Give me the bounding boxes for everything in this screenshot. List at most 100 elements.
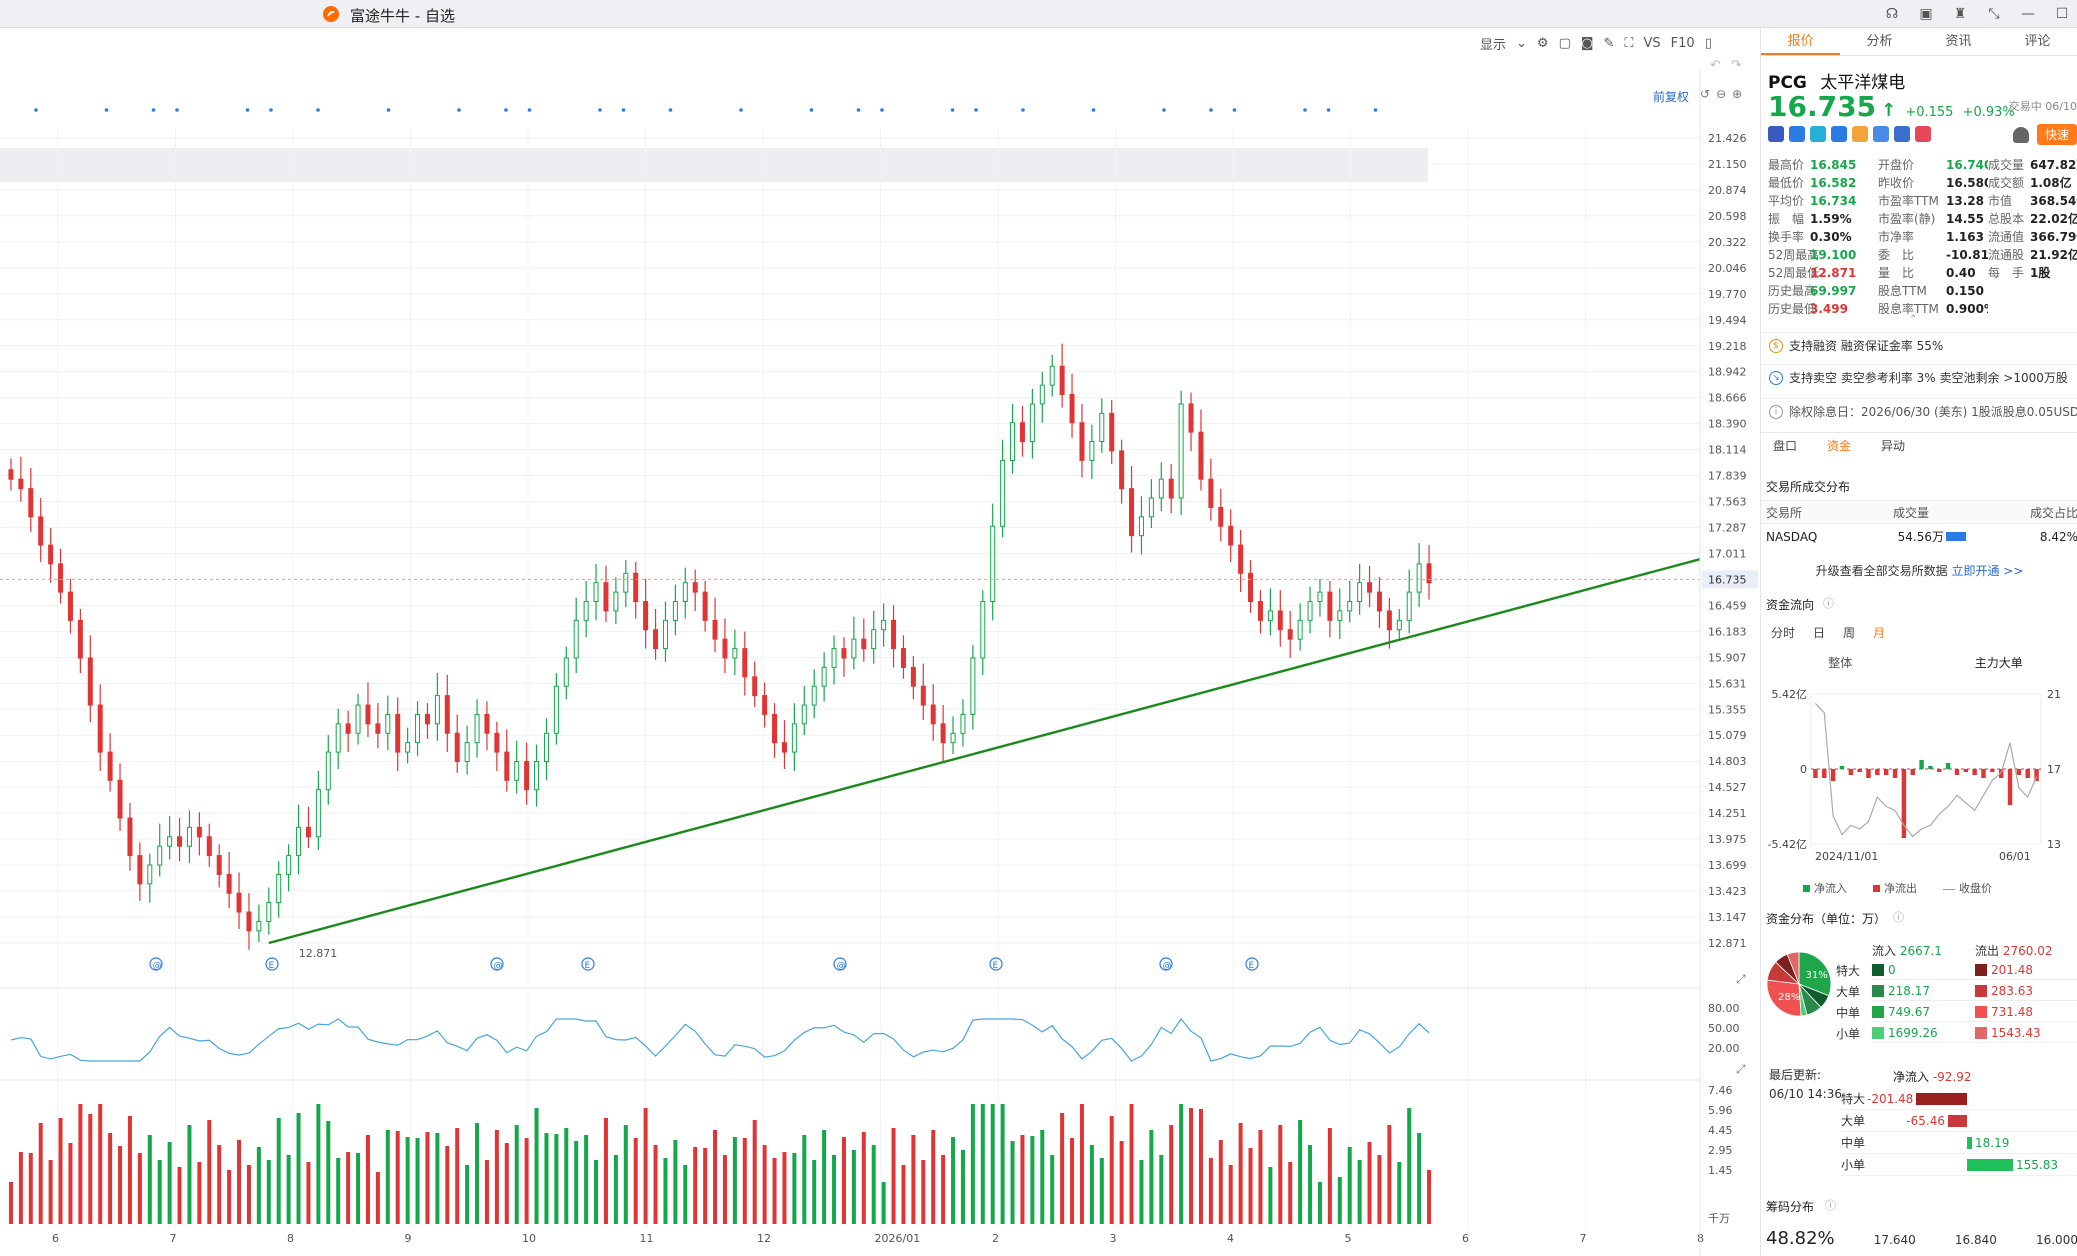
sidebar-toggle-icon[interactable]: ▯ <box>1704 35 1712 51</box>
collapse-icon[interactable]: ⤡ <box>1988 6 2000 22</box>
event-marker-icon[interactable] <box>989 957 1003 971</box>
heart-icon[interactable] <box>1915 126 1931 142</box>
candle-body <box>494 732 500 753</box>
tab-news[interactable]: 资讯 <box>1945 34 1972 49</box>
volume-bar <box>1288 1162 1293 1224</box>
trend-line[interactable] <box>268 558 1701 945</box>
settings-icon[interactable]: ⚙ <box>1536 35 1549 51</box>
volume-bar <box>296 1113 301 1224</box>
candle-body <box>861 638 867 650</box>
upgrade-link[interactable]: 立即开通 >> <box>1951 564 2024 578</box>
volume-bar <box>425 1132 430 1224</box>
app-icon-5[interactable] <box>1873 126 1889 142</box>
app-icon-4[interactable] <box>1852 126 1868 142</box>
candle-body <box>246 911 252 932</box>
tab-quote[interactable]: 报价 <box>1761 28 1840 55</box>
y-tick-label: 15.079 <box>1708 729 1747 742</box>
subtab-capital[interactable]: 资金 <box>1827 439 1852 453</box>
x-tick-label: 11 <box>640 1232 654 1245</box>
subtab-movement[interactable]: 异动 <box>1881 439 1906 453</box>
event-marker-icon[interactable] <box>265 957 279 971</box>
layout-icon[interactable]: ▢ <box>1558 35 1571 51</box>
candle-body <box>1307 601 1313 621</box>
candle-body <box>1277 610 1283 631</box>
info-icon[interactable]: ⓘ <box>1893 911 1904 924</box>
table-row: 特大 -201.48 <box>1841 1088 2077 1110</box>
volume-bar <box>683 1165 688 1224</box>
event-marker-icon[interactable] <box>1245 957 1259 971</box>
f10-button[interactable]: F10 <box>1670 35 1695 51</box>
bell-icon[interactable] <box>2012 126 2029 143</box>
quick-trade-button[interactable]: 快速 <box>2036 124 2077 145</box>
minimize-icon[interactable]: — <box>2021 6 2035 22</box>
margin-info[interactable]: $ 支持融资 融资保证金率 55% <box>1761 332 2077 358</box>
candle-body <box>752 676 758 697</box>
volume-bar <box>1189 1108 1194 1224</box>
volume-bar <box>1387 1125 1392 1224</box>
event-marker-icon[interactable] <box>581 957 595 971</box>
redo-icon[interactable]: ↷ <box>1730 58 1742 73</box>
display-menu[interactable]: 显示 <box>1480 37 1507 53</box>
zoom-out-icon[interactable]: ⊖ <box>1716 87 1727 101</box>
flow-tab-intraday[interactable]: 分时 <box>1771 626 1796 640</box>
info-icon[interactable]: ⓘ <box>1825 1199 1836 1212</box>
collapse-up-icon[interactable]: ⌃ <box>1909 314 1918 325</box>
volume-bar <box>564 1128 569 1224</box>
volume-tick-label: 7.46 <box>1708 1084 1733 1097</box>
info-icon[interactable]: ⓘ <box>1823 597 1834 610</box>
pencil-icon[interactable]: ✎ <box>1603 35 1615 51</box>
candle-body <box>920 685 926 706</box>
flow-tab-week[interactable]: 周 <box>1843 626 1856 640</box>
flow-y-tick: 5.42亿 <box>1772 688 1808 701</box>
volume-bar <box>951 1137 956 1224</box>
chevron-down-icon[interactable]: ⌄ <box>1516 35 1527 51</box>
candle-body <box>325 751 331 791</box>
headset-icon[interactable]: ☊ <box>1885 6 1899 22</box>
tab-comments[interactable]: 评论 <box>2024 34 2051 49</box>
tab-analysis[interactable]: 分析 <box>1866 34 1893 49</box>
volume-bar <box>1010 1141 1015 1224</box>
app-icon-3[interactable] <box>1831 126 1847 142</box>
fullscreen-icon[interactable]: ⛶ <box>1624 35 1634 51</box>
candle-body <box>1238 544 1244 574</box>
volume-bar <box>1020 1135 1025 1224</box>
event-marker-icon[interactable] <box>490 957 504 971</box>
zoom-in-icon[interactable]: ⊕ <box>1732 87 1743 101</box>
x-tick-label: 10 <box>522 1232 536 1245</box>
undo-icon[interactable]: ↶ <box>1710 58 1721 73</box>
volume-bar <box>88 1114 93 1224</box>
event-marker-icon[interactable] <box>149 957 163 971</box>
flow-tab-month[interactable]: 月 <box>1873 626 1886 640</box>
maximize-icon[interactable]: ☐ <box>2055 6 2069 22</box>
volume-bar <box>68 1143 73 1224</box>
candle-body <box>643 601 649 631</box>
subtab-orderbook[interactable]: 盘口 <box>1773 439 1798 453</box>
volume-bar <box>1149 1130 1154 1224</box>
short-info[interactable]: ↘ 支持卖空 卖空参考利率 3% 卖空池剩余 >1000万股 <box>1761 364 2077 390</box>
app-icon-2[interactable] <box>1810 126 1826 142</box>
reset-icon[interactable]: ↺ <box>1700 87 1711 101</box>
app-icon-6[interactable] <box>1894 126 1910 142</box>
adjust-mode-label[interactable]: 前复权 <box>1653 90 1690 104</box>
volume-bar <box>18 1152 23 1224</box>
y-tick-label: 15.355 <box>1708 703 1747 716</box>
price-chart[interactable]: 21.426 21.150 20.874 20.598 20.322 20.046 19.7… <box>0 28 1760 1256</box>
camera-icon[interactable]: ◙ <box>1580 35 1594 51</box>
flow-tab-day[interactable]: 日 <box>1813 626 1826 640</box>
event-marker-icon[interactable] <box>1159 957 1173 971</box>
app-icon-1[interactable] <box>1789 126 1805 142</box>
flow-sub-overall[interactable]: 整体 <box>1828 656 1853 670</box>
shirt-icon[interactable]: ♜ <box>1953 6 1967 22</box>
candle-body <box>940 723 946 744</box>
event-marker-icon[interactable] <box>833 957 847 971</box>
lock-icon[interactable]: ▣ <box>1919 6 1933 22</box>
candle-body <box>1367 582 1373 593</box>
flow-sub-main[interactable]: 主力大单 <box>1974 656 2023 670</box>
volume-bar <box>802 1135 807 1224</box>
volume-bar <box>1367 1142 1372 1224</box>
stock-name: 太平洋煤电 <box>1820 73 1906 93</box>
svg-text:⤢: ⤢ <box>1735 972 1746 986</box>
vs-button[interactable]: VS <box>1643 35 1661 51</box>
volume-bar <box>584 1135 589 1224</box>
volume-bar <box>1417 1133 1422 1224</box>
